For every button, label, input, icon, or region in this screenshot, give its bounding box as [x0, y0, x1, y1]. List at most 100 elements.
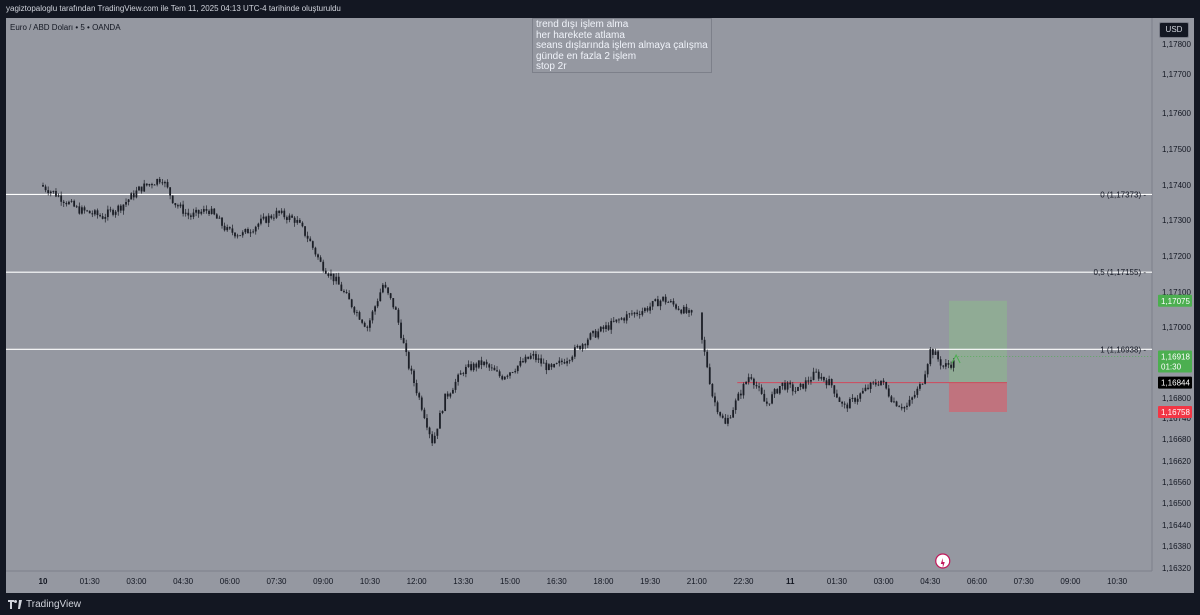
candle-body	[488, 364, 491, 368]
candle-body	[400, 322, 402, 339]
candle-body	[436, 428, 439, 436]
candle-body	[462, 373, 465, 375]
candle-body	[535, 354, 537, 360]
candle-body	[127, 199, 130, 203]
candle-body	[298, 219, 301, 223]
candle-body	[931, 349, 934, 355]
time-axis[interactable]	[6, 571, 1152, 593]
candle-body	[649, 306, 651, 311]
x-tick-label: 13:30	[453, 577, 474, 586]
candle-body	[656, 299, 659, 307]
candle-body	[776, 389, 779, 394]
candle-body	[597, 331, 600, 338]
candle-body	[848, 398, 851, 409]
fib-level-label: 0 (1,17373) -	[1100, 190, 1146, 199]
candle-body	[257, 223, 260, 227]
candle-body	[114, 211, 117, 215]
candle-body	[589, 333, 592, 340]
candle-body	[350, 299, 353, 308]
candle-body	[529, 355, 532, 359]
stop-zone[interactable]	[948, 382, 1007, 412]
candle-body	[301, 222, 304, 227]
candle-body	[397, 309, 400, 323]
candle-body	[96, 210, 99, 216]
candle-body	[174, 203, 177, 206]
candle-body	[706, 351, 709, 368]
candle-body	[724, 417, 727, 424]
x-tick-label: 04:30	[920, 577, 941, 586]
candle-body	[78, 206, 81, 214]
candle-body	[340, 284, 343, 291]
candle-body	[841, 401, 843, 404]
candle-body	[260, 218, 262, 224]
candle-body	[664, 296, 667, 303]
countdown-label: 01:30	[1161, 363, 1182, 372]
target-zone[interactable]	[948, 300, 1007, 383]
candle-body	[791, 384, 794, 392]
currency-button[interactable]: USD	[1159, 22, 1189, 38]
candle-body	[843, 403, 846, 405]
x-tick-label: 01:30	[827, 577, 848, 586]
candle-body	[353, 307, 356, 313]
candle-body	[392, 298, 395, 308]
candle-body	[189, 215, 192, 217]
candle-body	[937, 351, 939, 360]
candle-body	[423, 409, 426, 419]
x-tick-label: 15:00	[500, 577, 521, 586]
candle-body	[358, 312, 361, 320]
candle-body	[161, 182, 164, 184]
candle-body	[612, 320, 615, 322]
entry-price-label-bg	[1158, 376, 1192, 389]
candle-body	[270, 215, 273, 219]
candle-body	[509, 372, 511, 376]
candle-body	[760, 387, 763, 394]
candle-body	[314, 247, 317, 255]
lightning-icon	[940, 558, 945, 568]
candle-body	[542, 362, 545, 364]
candle-body	[654, 299, 657, 302]
tradingview-logo[interactable]: TradingView	[8, 599, 81, 610]
candle-body	[210, 208, 213, 215]
y-tick-label: 1,16380	[1162, 542, 1191, 551]
price-chart[interactable]: 1,17800 1,17700 1,17600 1,17500 1,17400 1,173…	[6, 18, 1194, 593]
candle-body	[755, 385, 758, 387]
candle-body	[247, 228, 249, 234]
candle-body	[682, 306, 685, 314]
candle-body	[221, 217, 223, 226]
candle-body	[926, 364, 929, 375]
candle-body	[929, 349, 932, 365]
tradingview-logo-icon	[8, 600, 22, 609]
candle-body	[789, 382, 792, 385]
plot-area[interactable]	[6, 18, 1152, 571]
candle-body	[524, 356, 527, 363]
candle-body	[441, 411, 444, 413]
candle-body	[332, 273, 335, 282]
y-tick-label: 1,17400	[1162, 181, 1191, 190]
candle-body	[73, 200, 76, 207]
candle-body	[872, 382, 875, 384]
candle-body	[688, 310, 690, 313]
candle-body	[145, 183, 148, 186]
candle-body	[768, 403, 771, 405]
candle-body	[236, 235, 239, 237]
x-tick-label: 07:30	[266, 577, 287, 586]
candle-body	[179, 204, 182, 207]
candle-body	[449, 393, 452, 397]
candle-body	[122, 204, 125, 211]
candle-body	[439, 412, 441, 429]
candle-body	[62, 201, 65, 203]
candle-body	[296, 219, 299, 223]
candle-body	[135, 190, 138, 198]
candle-body	[727, 418, 729, 424]
candle-body	[887, 388, 890, 397]
candle-body	[610, 320, 613, 330]
candle-body	[573, 347, 576, 357]
candle-body	[363, 322, 366, 327]
x-tick-label: 03:00	[126, 577, 147, 586]
candle-body	[548, 364, 550, 371]
candle-body	[223, 225, 226, 231]
y-tick-label: 1,16500	[1162, 499, 1191, 508]
candle-body	[311, 241, 314, 248]
candle-body	[470, 364, 472, 371]
candle-body	[65, 202, 68, 205]
